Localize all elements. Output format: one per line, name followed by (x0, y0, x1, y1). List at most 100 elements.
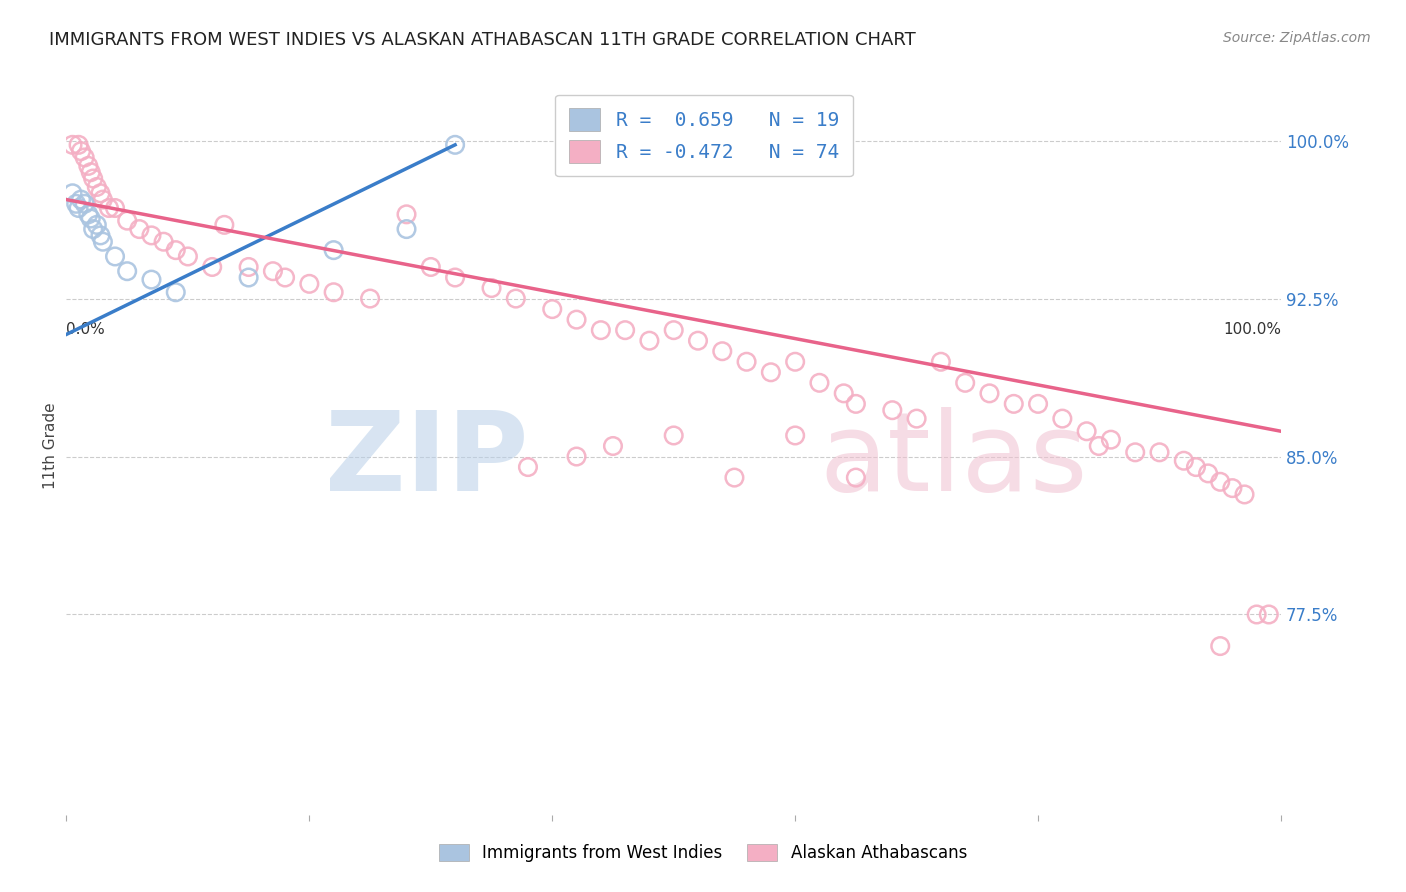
Point (1099, 433, 1122, 447)
Point (1197, 467, 1219, 481)
Point (808, 376, 831, 390)
Point (80, 165, 103, 179)
Text: atlas: atlas (820, 408, 1088, 515)
Point (62, 186, 84, 201)
Point (97, 201, 120, 215)
Point (1052, 411, 1074, 425)
Point (541, 302, 564, 317)
Point (444, 137, 467, 152)
Point (444, 270, 467, 285)
Point (91, 235, 114, 249)
Point (505, 292, 527, 306)
Point (165, 285, 187, 300)
Text: ZIP: ZIP (325, 408, 529, 515)
Point (89, 228, 111, 243)
Point (845, 470, 868, 484)
Point (82, 222, 104, 236)
Point (1173, 454, 1195, 468)
Point (89, 186, 111, 201)
Point (128, 222, 150, 236)
Legend: R =  0.659   N = 19, R = -0.472   N = 74: R = 0.659 N = 19, R = -0.472 N = 74 (555, 95, 852, 177)
Point (845, 397, 868, 411)
Point (517, 460, 540, 475)
Point (785, 355, 807, 369)
Point (70, 144, 93, 158)
Point (1257, 607, 1279, 622)
Point (638, 334, 661, 348)
Point (1233, 487, 1256, 501)
Text: 100.0%: 100.0% (1223, 322, 1281, 337)
Point (262, 264, 284, 278)
Point (62, 137, 84, 152)
Point (565, 450, 588, 464)
Point (735, 355, 758, 369)
Point (686, 334, 709, 348)
Point (882, 403, 904, 417)
Legend: Immigrants from West Indies, Alaskan Athabascans: Immigrants from West Indies, Alaskan Ath… (430, 836, 976, 871)
Text: 0.0%: 0.0% (66, 322, 105, 337)
Point (67, 201, 90, 215)
Y-axis label: 11th Grade: 11th Grade (44, 402, 58, 490)
Point (73, 196, 96, 211)
Point (77, 159, 100, 173)
Point (80, 211, 103, 226)
Point (1087, 439, 1109, 453)
Point (104, 201, 127, 215)
Point (419, 260, 441, 274)
Point (1222, 481, 1244, 495)
Text: Source: ZipAtlas.com: Source: ZipAtlas.com (1223, 31, 1371, 45)
Point (91, 193, 114, 207)
Point (82, 171, 104, 186)
Point (565, 312, 588, 326)
Point (759, 365, 782, 379)
Point (481, 281, 503, 295)
Point (141, 228, 163, 243)
Point (1123, 445, 1146, 459)
Text: IMMIGRANTS FROM WEST INDIES VS ALASKAN ATHABASCAN 11TH GRADE CORRELATION CHART: IMMIGRANTS FROM WEST INDIES VS ALASKAN A… (49, 31, 915, 49)
Point (298, 277, 321, 291)
Point (723, 470, 745, 484)
Point (1026, 397, 1049, 411)
Point (614, 323, 637, 337)
Point (953, 376, 976, 390)
Point (238, 260, 260, 274)
Point (1149, 445, 1171, 459)
Point (177, 250, 200, 264)
Point (979, 386, 1001, 401)
Point (274, 270, 297, 285)
Point (322, 285, 344, 300)
Point (711, 344, 734, 359)
Point (1209, 639, 1232, 653)
Point (65, 196, 87, 211)
Point (115, 213, 138, 227)
Point (238, 270, 260, 285)
Point (73, 151, 96, 165)
Point (1076, 424, 1098, 438)
Point (602, 439, 624, 453)
Point (67, 137, 90, 152)
Point (1185, 460, 1208, 475)
Point (152, 235, 174, 249)
Point (104, 250, 127, 264)
Point (115, 264, 138, 278)
Point (662, 323, 685, 337)
Point (214, 218, 236, 232)
Point (141, 272, 163, 286)
Point (1209, 475, 1232, 489)
Point (662, 428, 685, 442)
Point (785, 428, 807, 442)
Point (395, 222, 418, 236)
Point (77, 207, 100, 221)
Point (359, 292, 381, 306)
Point (929, 355, 952, 369)
Point (201, 260, 224, 274)
Point (165, 243, 187, 257)
Point (589, 323, 612, 337)
Point (1246, 607, 1268, 622)
Point (395, 207, 418, 221)
Point (1002, 397, 1025, 411)
Point (322, 243, 344, 257)
Point (86, 218, 108, 232)
Point (70, 193, 93, 207)
Point (905, 411, 928, 425)
